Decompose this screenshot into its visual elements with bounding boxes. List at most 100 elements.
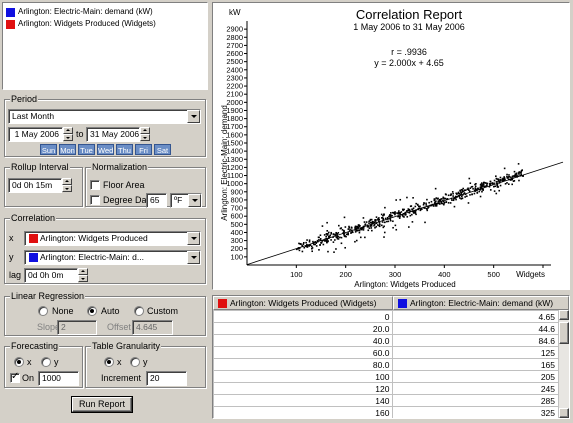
table-row[interactable]: 40.0 84.6 bbox=[213, 334, 559, 347]
granularity-x-radio[interactable] bbox=[104, 357, 114, 367]
day-button-fri[interactable]: Fri bbox=[135, 144, 152, 155]
rollup-field[interactable]: 0d 0h 15m bbox=[8, 178, 62, 193]
floor-area-checkbox[interactable] bbox=[90, 180, 100, 190]
day-button-tue[interactable]: Tue bbox=[78, 144, 95, 155]
day-button-sat[interactable]: Sat bbox=[154, 144, 171, 155]
scatter-point bbox=[479, 195, 482, 198]
x-series-select[interactable]: Arlington: Widgets Produced bbox=[24, 231, 201, 246]
forecast-y-radio[interactable] bbox=[41, 357, 51, 367]
table-row[interactable]: 80.0 165 bbox=[213, 358, 559, 371]
scatter-point bbox=[493, 190, 496, 192]
scroll-thumb[interactable] bbox=[559, 322, 569, 344]
scroll-down-button[interactable] bbox=[559, 408, 569, 418]
table-row[interactable]: 140 285 bbox=[213, 394, 559, 407]
scatter-point bbox=[320, 241, 323, 244]
scatter-point bbox=[507, 176, 510, 178]
table-scrollbar[interactable] bbox=[559, 310, 569, 418]
scatter-point bbox=[383, 221, 386, 224]
scatter-point bbox=[467, 202, 470, 204]
y-tick-label: 2200 bbox=[226, 82, 243, 91]
scatter-point bbox=[493, 182, 495, 185]
regression-auto-radio[interactable] bbox=[87, 306, 97, 316]
degree-day-checkbox[interactable] bbox=[90, 195, 100, 205]
table-row[interactable]: 60.0 125 bbox=[213, 346, 559, 359]
scatter-point bbox=[508, 174, 510, 176]
legend-label-widgets: Arlington: Widgets Produced (Widgets) bbox=[18, 19, 156, 28]
degree-value-field[interactable]: 65 bbox=[146, 193, 167, 208]
table-row[interactable]: 0 4.65 bbox=[213, 310, 559, 323]
scatter-point bbox=[496, 182, 498, 185]
scatter-point bbox=[319, 238, 322, 240]
y-series-select[interactable]: Arlington: Electric-Main: d... bbox=[24, 250, 201, 265]
scroll-up-button[interactable] bbox=[559, 310, 569, 320]
scatter-point bbox=[411, 221, 414, 223]
scatter-point bbox=[336, 237, 339, 240]
scatter-point bbox=[340, 227, 343, 229]
y-tick-label: 1900 bbox=[226, 106, 243, 115]
start-date-field[interactable]: 1 May 2006 bbox=[8, 127, 63, 142]
scatter-point bbox=[348, 226, 351, 229]
day-button-wed[interactable]: Wed bbox=[97, 144, 114, 155]
regression-custom-radio[interactable] bbox=[134, 306, 144, 316]
start-date-spinner[interactable] bbox=[63, 127, 73, 142]
forecast-value-field[interactable]: 1000 bbox=[38, 371, 79, 386]
forecast-on-checkbox[interactable] bbox=[10, 371, 20, 383]
table-row[interactable]: 160 325 bbox=[213, 406, 559, 418]
table-header-widgets[interactable]: Arlington: Widgets Produced (Widgets) bbox=[213, 296, 393, 310]
scatter-point bbox=[329, 234, 331, 237]
scatter-point bbox=[357, 226, 360, 229]
forecast-x-radio[interactable] bbox=[14, 357, 24, 367]
chevron-down-icon[interactable] bbox=[187, 251, 200, 264]
end-date-field[interactable]: 31 May 2006 bbox=[86, 127, 140, 142]
offset-field[interactable]: 4.645 bbox=[132, 320, 173, 335]
scatter-point bbox=[522, 175, 524, 177]
day-button-mon[interactable]: Mon bbox=[59, 144, 76, 155]
scatter-point bbox=[305, 241, 307, 244]
scatter-point bbox=[468, 189, 470, 191]
day-button-thu[interactable]: Thu bbox=[116, 144, 133, 155]
scatter-point bbox=[352, 231, 354, 234]
equation-annotation: y = 2.000x + 4.65 bbox=[374, 58, 444, 68]
scatter-point bbox=[496, 185, 499, 187]
scatter-point bbox=[337, 238, 340, 240]
slope-field[interactable]: 2 bbox=[57, 320, 97, 335]
scatter-point bbox=[356, 226, 359, 228]
period-group: Period bbox=[4, 94, 206, 157]
regression-none-radio[interactable] bbox=[38, 306, 48, 316]
chevron-down-icon[interactable] bbox=[187, 232, 200, 245]
lag-spinner[interactable] bbox=[78, 268, 88, 283]
table-row[interactable]: 100 205 bbox=[213, 370, 559, 383]
granularity-y-radio[interactable] bbox=[130, 357, 140, 367]
chevron-down-icon[interactable] bbox=[187, 110, 200, 123]
period-select[interactable]: Last Month bbox=[8, 109, 201, 124]
table-row[interactable]: 20.0 44.6 bbox=[213, 322, 559, 335]
scatter-point bbox=[418, 207, 421, 210]
scatter-point bbox=[316, 240, 319, 243]
y-axis-unit: kW bbox=[229, 8, 241, 17]
scatter-point bbox=[435, 203, 438, 206]
table-row[interactable]: 120 245 bbox=[213, 382, 559, 395]
increment-field[interactable]: 20 bbox=[146, 371, 187, 386]
scatter-point bbox=[373, 221, 376, 224]
scatter-point bbox=[390, 212, 392, 214]
degree-unit-select[interactable]: ºF bbox=[170, 193, 202, 208]
lag-field[interactable]: 0d 0h 0m bbox=[24, 268, 78, 283]
scatter-point bbox=[301, 244, 303, 247]
scatter-point bbox=[378, 220, 380, 223]
run-report-button[interactable]: Run Report bbox=[71, 396, 133, 413]
scatter-point bbox=[368, 220, 370, 223]
end-date-spinner[interactable] bbox=[140, 127, 150, 142]
chevron-down-icon[interactable] bbox=[188, 194, 201, 207]
scatter-point bbox=[452, 195, 454, 197]
day-button-sun[interactable]: Sun bbox=[40, 144, 57, 155]
scatter-point bbox=[383, 236, 385, 238]
cell-demand: 205 bbox=[392, 370, 559, 383]
scatter-point bbox=[481, 188, 484, 190]
table-header-demand[interactable]: Arlington: Electric-Main: demand (kW) bbox=[393, 296, 569, 310]
scatter-point bbox=[398, 210, 400, 212]
table-header-widgets-swatch bbox=[218, 299, 227, 308]
scatter-point bbox=[517, 172, 520, 174]
rollup-spinner[interactable] bbox=[62, 178, 72, 193]
scatter-point bbox=[436, 198, 439, 200]
scatter-point bbox=[311, 247, 313, 250]
